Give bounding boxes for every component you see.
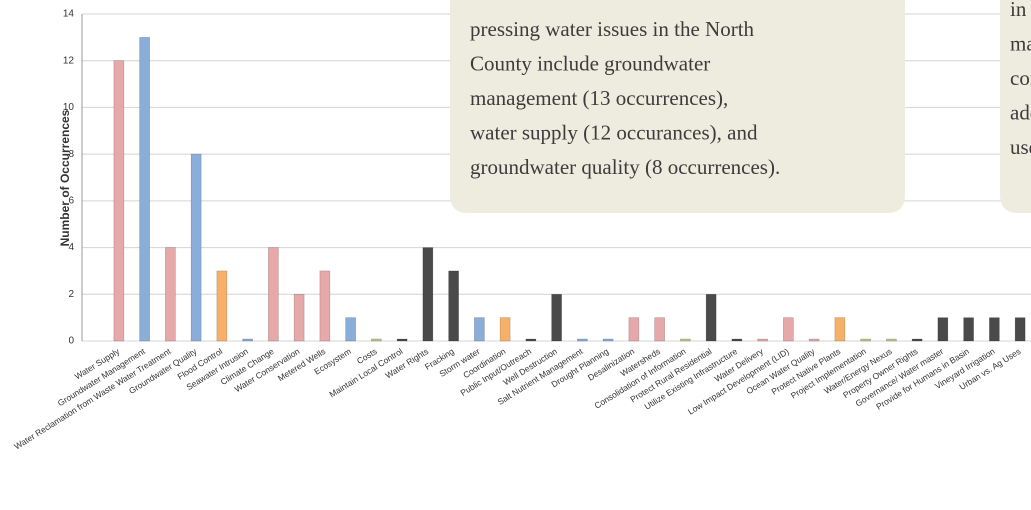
callout-text: County include groundwater <box>470 51 710 75</box>
y-tick-label: 2 <box>68 289 74 300</box>
callout-box <box>1000 0 1031 213</box>
bar <box>216 270 228 342</box>
callout-text: use or g <box>1010 135 1031 159</box>
bar <box>371 338 382 342</box>
y-tick-label: 10 <box>63 102 75 113</box>
bar <box>139 37 150 342</box>
callout-text: in part t <box>1010 0 1031 21</box>
callout-text: addition <box>1010 100 1031 124</box>
callout-text: consider <box>1010 66 1031 90</box>
bar <box>499 317 511 342</box>
y-tick-label: 4 <box>68 242 74 253</box>
bar <box>113 60 125 342</box>
bar <box>860 338 871 342</box>
callout-text: water supply (12 occurances), and <box>470 120 758 144</box>
bar <box>834 317 846 342</box>
bar <box>705 293 717 342</box>
y-axis-label: Number of Occurrences <box>58 109 72 246</box>
y-tick-label: 6 <box>68 195 74 206</box>
y-tick-label: 12 <box>63 55 75 66</box>
y-tick-label: 0 <box>68 336 74 347</box>
callout-text: groundwater quality (8 occurrences). <box>470 155 780 179</box>
bar <box>448 270 459 342</box>
bar <box>345 317 356 342</box>
bar <box>190 153 202 342</box>
bar <box>680 338 691 342</box>
bar <box>1014 317 1026 342</box>
bar <box>783 317 794 342</box>
bar <box>628 317 640 342</box>
callout-text: management (13 occurrences), <box>470 86 728 110</box>
bar <box>731 338 743 342</box>
bar <box>937 317 949 342</box>
bar <box>396 338 408 342</box>
bar <box>268 247 279 342</box>
bar <box>654 317 665 342</box>
bar <box>808 338 820 342</box>
y-tick-label: 14 <box>63 9 75 20</box>
bar <box>525 338 537 342</box>
y-tick-label: 8 <box>68 149 74 160</box>
callouts: pressing water issues in the North County… <box>470 0 1031 179</box>
bar <box>757 338 768 342</box>
bar <box>963 317 974 342</box>
bar <box>293 293 305 342</box>
bar <box>165 247 176 342</box>
bar <box>422 247 434 342</box>
bar <box>319 270 331 342</box>
callout-text: pressing water issues in the North <box>470 17 755 41</box>
bar <box>551 293 562 342</box>
callout-text: managem <box>1010 31 1031 55</box>
bar <box>242 338 253 342</box>
bar <box>602 338 614 342</box>
bar <box>577 338 588 342</box>
bar <box>989 317 1000 342</box>
bar <box>474 317 485 342</box>
bar <box>911 338 923 342</box>
bar <box>886 338 897 342</box>
callout-box <box>450 0 905 213</box>
